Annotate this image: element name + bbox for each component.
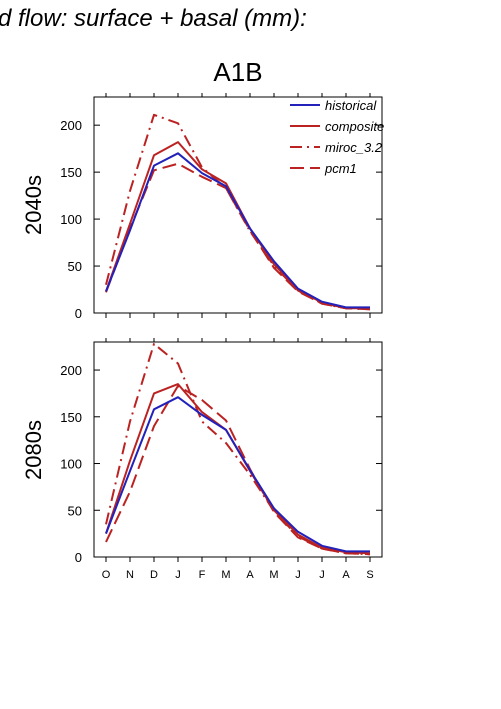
series-line-historical: [105, 152, 370, 309]
legend-label: pcm1: [324, 161, 357, 176]
panel-title: A1B: [213, 57, 262, 87]
x-tick-label: O: [102, 569, 111, 581]
x-tick-label: F: [199, 569, 206, 581]
y-tick-label: 200: [60, 363, 82, 378]
x-tick-label: M: [221, 569, 230, 581]
legend-label: miroc_3.2: [325, 140, 383, 155]
x-tick-label: J: [319, 569, 325, 581]
row-label: 2080s: [21, 420, 46, 480]
x-tick-label: S: [366, 569, 373, 581]
chart-panel-2040s: 0 50 100 150 200 2040s: [21, 93, 383, 321]
x-tick-label: M: [269, 569, 278, 581]
y-tick-label: 200: [60, 118, 82, 133]
y-tick-label: 50: [68, 259, 82, 274]
y-tick-label: 100: [60, 212, 82, 227]
x-tick-label: A: [246, 569, 254, 581]
legend-label: composite: [325, 119, 384, 134]
series-line-historical: [105, 396, 370, 553]
legend: historical composite miroc_3.2 pcm1: [290, 98, 384, 176]
y-tick-label: 50: [68, 503, 82, 518]
figure-title: d flow: surface + basal (mm):: [0, 5, 307, 32]
series-line-pcm1: [105, 384, 371, 556]
plot-frame: [93, 96, 383, 314]
y-tick-label: 100: [60, 457, 82, 472]
plot-frame: [93, 341, 383, 558]
series-line-composite: [105, 383, 371, 555]
x-tick-label: J: [295, 569, 301, 581]
y-tick-label: 150: [60, 410, 82, 425]
y-tick-label: 150: [60, 165, 82, 180]
x-tick-label: D: [150, 569, 158, 581]
legend-label: historical: [325, 98, 377, 113]
row-label: 2040s: [21, 175, 46, 235]
x-tick-label: N: [126, 569, 134, 581]
x-tick-label: J: [175, 569, 181, 581]
x-tick-label: A: [342, 569, 350, 581]
y-tick-label: 0: [75, 306, 82, 321]
chart-panel-2080s: 0 50 100 150 200 O N D J F M A M J J A S 2080s: [21, 338, 383, 581]
y-tick-label: 0: [75, 550, 82, 565]
